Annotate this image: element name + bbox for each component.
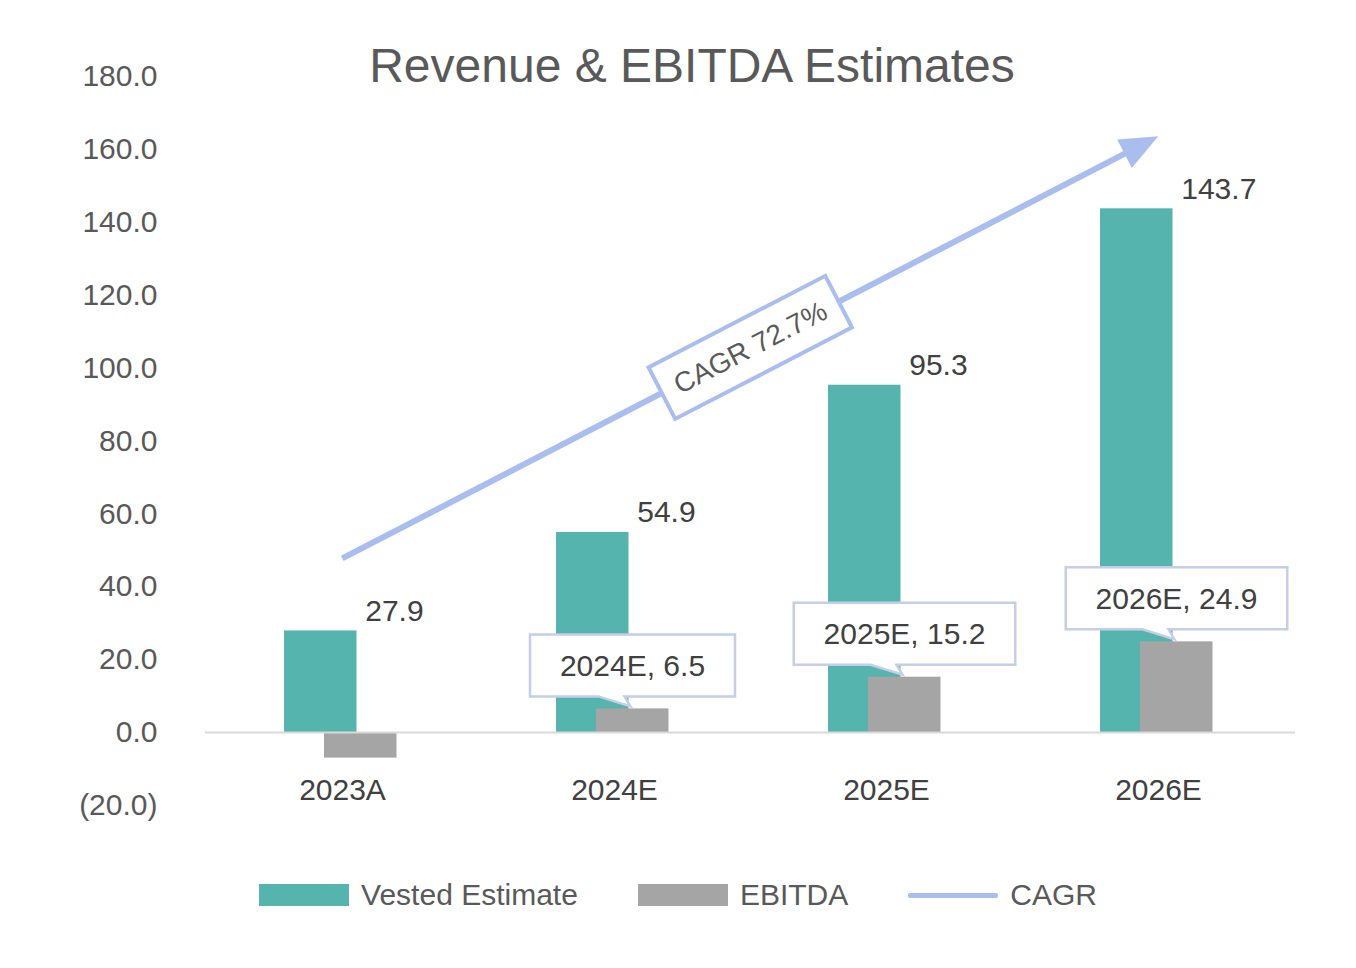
svg-text:2023A: 2023A [299, 773, 386, 806]
svg-text:20.0: 20.0 [99, 642, 157, 675]
svg-text:2026E: 2026E [1115, 773, 1202, 806]
svg-text:2024E: 2024E [571, 773, 658, 806]
svg-text:95.3: 95.3 [909, 348, 967, 381]
html-text:Vested Estimate: Vested Estimate [361, 878, 578, 911]
svg-text:(20.0): (20.0) [79, 788, 157, 821]
svg-text:0.0: 0.0 [116, 715, 158, 748]
html-text:Revenue & EBITDA Estimates: Revenue & EBITDA Estimates [369, 39, 1015, 92]
svg-text:2026E, 24.9: 2026E, 24.9 [1096, 582, 1258, 615]
svg-text:54.9: 54.9 [637, 495, 695, 528]
svg-text:160.0: 160.0 [82, 132, 157, 165]
svg-text:100.0: 100.0 [82, 351, 157, 384]
svg-text:60.0: 60.0 [99, 497, 157, 530]
svg-text:27.9: 27.9 [365, 594, 423, 627]
svg-text:CAGR 72.7%: CAGR 72.7% [668, 295, 832, 400]
html-text:EBITDA: EBITDA [739, 878, 849, 911]
svg-text:143.7: 143.7 [1181, 172, 1256, 205]
svg-text:180.0: 180.0 [82, 59, 157, 92]
svg-text:40.0: 40.0 [99, 569, 157, 602]
svg-text:120.0: 120.0 [82, 278, 157, 311]
svg-text:2024E, 6.5: 2024E, 6.5 [560, 649, 705, 682]
svg-text:2025E: 2025E [843, 773, 930, 806]
svg-text:140.0: 140.0 [82, 205, 157, 238]
svg-text:2025E, 15.2: 2025E, 15.2 [824, 617, 986, 650]
html-text:CAGR: CAGR [1010, 878, 1097, 911]
svg-text:80.0: 80.0 [99, 424, 157, 457]
